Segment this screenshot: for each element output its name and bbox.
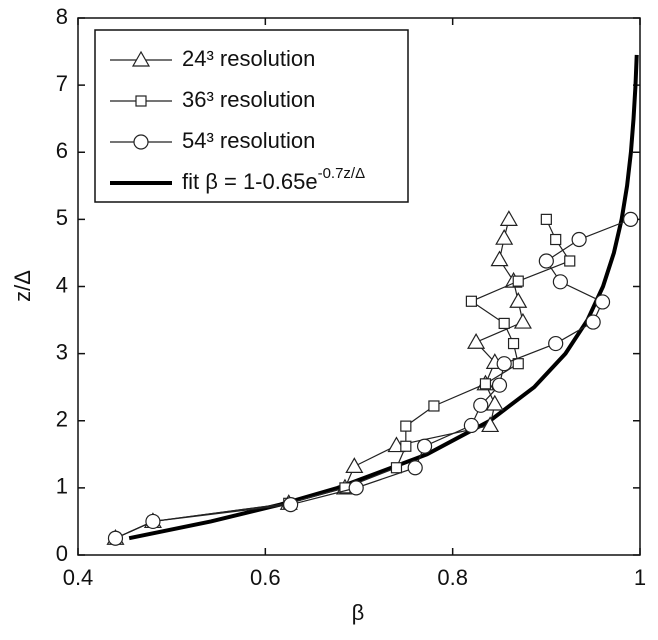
circle-marker bbox=[133, 134, 149, 150]
circle-marker bbox=[496, 356, 512, 372]
circle-marker bbox=[552, 274, 568, 290]
triangle-marker bbox=[509, 292, 528, 308]
circle-marker bbox=[571, 231, 587, 248]
legend-label: fit β = 1-0.65e-0.7z/Δ bbox=[182, 165, 365, 194]
triangle-marker bbox=[490, 250, 509, 267]
legend-text: fit β = 1-0.65e bbox=[182, 169, 318, 194]
circle-marker bbox=[463, 417, 479, 434]
x-tick-label: 1 bbox=[634, 565, 646, 590]
square-marker bbox=[498, 317, 510, 330]
y-tick-label: 2 bbox=[56, 407, 68, 432]
circle-marker bbox=[145, 513, 161, 530]
legend-text: 36³ resolution bbox=[182, 87, 315, 112]
square-marker bbox=[400, 440, 412, 452]
triangle-marker bbox=[485, 394, 504, 411]
y-tick-label: 0 bbox=[56, 541, 68, 566]
triangle-marker bbox=[467, 333, 486, 349]
triangle-marker bbox=[131, 50, 151, 67]
square-marker bbox=[390, 462, 403, 474]
circle-marker bbox=[107, 530, 124, 546]
x-axis-label: β bbox=[352, 600, 365, 625]
series-line bbox=[115, 219, 524, 539]
square-marker bbox=[550, 233, 562, 246]
circle-marker bbox=[491, 377, 508, 393]
x-tick-label: 0.8 bbox=[437, 565, 468, 590]
triangle-marker bbox=[499, 210, 518, 226]
triangle-marker bbox=[495, 228, 514, 245]
y-tick-label: 4 bbox=[56, 272, 68, 297]
y-axis-label: z/Δ bbox=[10, 270, 35, 302]
circle-marker bbox=[283, 497, 299, 513]
circle-marker bbox=[585, 314, 601, 330]
y-tick-label: 8 bbox=[56, 4, 68, 29]
square-marker bbox=[135, 95, 147, 107]
legend-box bbox=[94, 29, 409, 203]
circle-marker bbox=[348, 480, 364, 496]
square-marker bbox=[512, 275, 524, 287]
triangle-marker bbox=[513, 312, 532, 329]
y-tick-label: 5 bbox=[56, 205, 68, 230]
triangle-marker bbox=[481, 416, 500, 433]
square-marker bbox=[428, 400, 440, 412]
square-marker bbox=[540, 213, 552, 225]
legend-text: 54³ resolution bbox=[182, 128, 315, 153]
legend-text: 24³ resolution bbox=[182, 46, 315, 71]
square-marker bbox=[479, 378, 492, 390]
legend-label: 36³ resolution bbox=[182, 87, 315, 112]
x-tick-label: 0.4 bbox=[63, 565, 94, 590]
square-marker bbox=[400, 420, 412, 432]
legend-label: 54³ resolution bbox=[182, 128, 315, 153]
square-marker bbox=[465, 295, 477, 307]
legend-superscript: -0.7z/Δ bbox=[318, 165, 366, 182]
y-tick-label: 7 bbox=[56, 71, 68, 96]
y-tick-label: 3 bbox=[56, 339, 68, 364]
circle-marker bbox=[538, 253, 554, 269]
legend-label: 24³ resolution bbox=[182, 46, 315, 71]
triangle-marker bbox=[345, 457, 364, 473]
square-marker bbox=[564, 255, 576, 267]
circle-marker bbox=[416, 438, 433, 454]
circle-marker bbox=[407, 460, 423, 476]
circle-marker bbox=[594, 294, 611, 310]
circle-marker bbox=[623, 211, 639, 227]
y-tick-label: 1 bbox=[56, 474, 68, 499]
circle-marker bbox=[473, 397, 489, 413]
y-tick-label: 6 bbox=[56, 138, 68, 163]
circle-marker bbox=[548, 335, 564, 352]
square-marker bbox=[507, 337, 520, 350]
x-tick-label: 0.6 bbox=[250, 565, 281, 590]
